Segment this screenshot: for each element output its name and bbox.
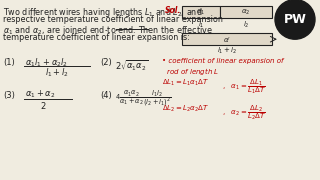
Text: $\Delta L_1 = L_1\alpha_1\Delta T$: $\Delta L_1 = L_1\alpha_1\Delta T$ [162, 78, 209, 88]
Text: (3): (3) [3, 91, 15, 100]
Text: $\alpha_2$: $\alpha_2$ [241, 8, 251, 17]
Circle shape [275, 0, 315, 39]
Text: $\alpha_1 l_1 + \alpha_2 l_2$: $\alpha_1 l_1 + \alpha_2 l_2$ [25, 56, 68, 69]
Text: rod of length $L$: rod of length $L$ [162, 66, 219, 77]
Text: (1): (1) [3, 58, 15, 67]
Text: $l_2$: $l_2$ [243, 19, 249, 30]
Text: $\alpha'$: $\alpha'$ [223, 35, 231, 45]
Bar [220, 6, 272, 18]
Text: respective temperature coefficient of linear expansion: respective temperature coefficient of li… [3, 15, 223, 24]
Text: • coefficient of linear expansion of: • coefficient of linear expansion of [162, 58, 284, 64]
Text: $\alpha_1$: $\alpha_1$ [196, 8, 206, 17]
Text: (4): (4) [100, 91, 112, 100]
Text: $\Delta L_2 = L_2\alpha_2\Delta T$: $\Delta L_2 = L_2\alpha_2\Delta T$ [162, 104, 209, 114]
Text: $2$: $2$ [40, 100, 46, 111]
Text: (2): (2) [100, 58, 112, 67]
Text: $4\dfrac{\alpha_1\alpha_2}{\alpha_1+\alpha_2}\dfrac{l_1 l_2}{(l_2+l_1)^2}$: $4\dfrac{\alpha_1\alpha_2}{\alpha_1+\alp… [115, 89, 172, 108]
Text: $2\sqrt{\alpha_1\alpha_2}$: $2\sqrt{\alpha_1\alpha_2}$ [115, 58, 148, 72]
Text: $l_1+l_2$: $l_1+l_2$ [217, 46, 237, 56]
Text: $l_1$: $l_1$ [198, 19, 204, 30]
Text: temperature coefficient of linear expansion is:: temperature coefficient of linear expans… [3, 33, 190, 42]
Bar [182, 6, 220, 18]
Text: ,   $\alpha_1 = \dfrac{\Delta L_1}{L_1\Delta T}$: , $\alpha_1 = \dfrac{\Delta L_1}{L_1\Del… [222, 78, 266, 96]
Text: Two different wires having lengths $L_1$ and $L_2$, and: Two different wires having lengths $L_1$… [3, 6, 202, 19]
Bar [182, 33, 272, 45]
Text: ,   $\alpha_2 = \dfrac{\Delta L_2}{L_2\Delta T}$: , $\alpha_2 = \dfrac{\Delta L_2}{L_2\Del… [222, 104, 266, 122]
Text: Sol.: Sol. [165, 6, 181, 15]
Text: PW: PW [284, 13, 307, 26]
Text: $\alpha_1$ and $\alpha_2$, are joined end-to-end. Then the effective: $\alpha_1$ and $\alpha_2$, are joined en… [3, 24, 213, 37]
Text: $l_1 + l_2$: $l_1 + l_2$ [45, 67, 69, 80]
Text: $\alpha_1 + \alpha_2$: $\alpha_1 + \alpha_2$ [25, 89, 55, 100]
